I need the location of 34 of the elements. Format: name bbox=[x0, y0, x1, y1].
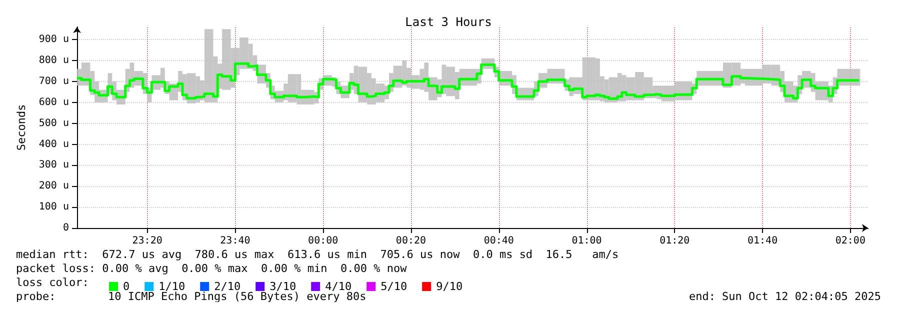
x-tick-label: 00:40 bbox=[484, 236, 514, 246]
legend-label: 1/10 bbox=[158, 280, 186, 293]
y-tick-label: 700 u bbox=[38, 76, 69, 87]
text: packet loss: 0.00 % avg 0.00 % max 0.00 % min 0.00 % now bbox=[16, 262, 408, 275]
y-tick-label: 900 u bbox=[38, 34, 69, 46]
legend-label: 4/10 bbox=[325, 280, 352, 293]
legend-label: 5/10 bbox=[380, 280, 408, 293]
text: median rtt: 672.7 us avg 780.6 us max 613.6 us min 705.6 us now 0.0 ms sd 16.5 am/s bbox=[16, 248, 619, 261]
y-tick-label: 100 u bbox=[38, 202, 69, 213]
y-axis-title: Seconds bbox=[15, 104, 28, 151]
y-tick-label: 600 u bbox=[38, 96, 69, 108]
text: 10 ICMP Echo Pings (56 Bytes) every 80s bbox=[108, 290, 366, 303]
x-tick-label: 23:20 bbox=[132, 236, 162, 246]
x-tick-label: 00:20 bbox=[396, 236, 426, 246]
x-tick-label: 00:00 bbox=[308, 236, 338, 246]
legend-label: 0 bbox=[123, 280, 130, 293]
legend-title: loss color: bbox=[16, 276, 89, 289]
text: end: Sun Oct 12 02:04:05 2025 bbox=[688, 290, 882, 303]
y-tick-label: 0 bbox=[62, 222, 69, 234]
x-tick-label: 01:20 bbox=[660, 236, 690, 246]
chart-title: Last 3 Hours bbox=[405, 15, 492, 29]
legend-label: 9/10 bbox=[436, 280, 463, 293]
y-tick-label: 500 u bbox=[38, 118, 69, 129]
x-tick-label: 23:40 bbox=[220, 236, 250, 246]
x-tick-label: 01:40 bbox=[747, 236, 778, 246]
x-tick-label: 01:00 bbox=[572, 236, 602, 246]
legend-label: 2/10 bbox=[214, 280, 241, 293]
y-tick-label: 400 u bbox=[38, 138, 69, 150]
y-tick-label: 300 u bbox=[38, 160, 69, 171]
text: probe: bbox=[16, 290, 56, 303]
x-tick-label: 02:00 bbox=[835, 236, 866, 246]
y-tick-label: 200 u bbox=[38, 180, 69, 192]
legend-label: 3/10 bbox=[270, 280, 296, 293]
y-tick-label: 800 u bbox=[38, 55, 69, 66]
